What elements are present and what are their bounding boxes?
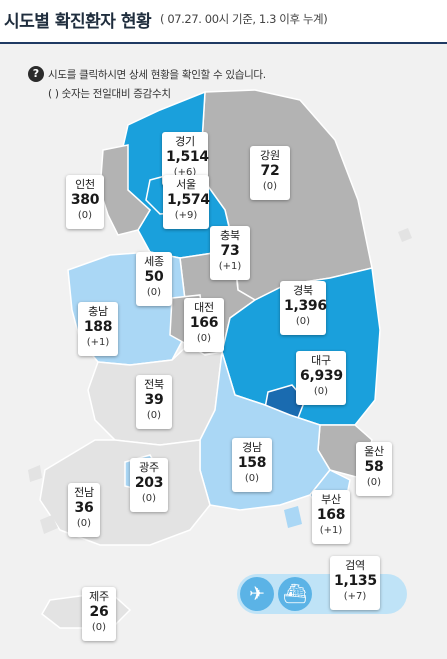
region-card-gyeongnam[interactable]: 경남 158 (0) [232, 438, 272, 492]
region-diff: (+7) [343, 591, 367, 602]
region-name: 세종 [144, 255, 164, 268]
region-count: 1,514 [166, 149, 209, 165]
region-count: 380 [70, 192, 100, 208]
region-diff: (+1) [319, 525, 343, 536]
region-card-sejong[interactable]: 세종 50 (0) [136, 252, 172, 306]
region-count: 26 [89, 604, 109, 620]
region-name: 강원 [260, 149, 280, 162]
region-card-gangwon[interactable]: 강원 72 (0) [250, 146, 290, 200]
region-count: 39 [144, 392, 164, 408]
notice-diff-hint: ( ) 숫자는 전일대비 증감수치 [48, 88, 171, 100]
region-diff: (+1) [86, 337, 110, 348]
region-name: 부산 [321, 493, 341, 506]
region-name: 전북 [144, 378, 164, 391]
region-diff: (+9) [174, 210, 198, 221]
island-west [28, 465, 42, 482]
region-diff: (0) [313, 386, 329, 397]
region-diff: (0) [141, 493, 157, 504]
region-count: 72 [260, 163, 280, 179]
region-diff: (0) [91, 622, 107, 633]
region-name: 충북 [220, 229, 240, 242]
region-card-jeonbuk[interactable]: 전북 39 (0) [136, 375, 172, 429]
region-count: 166 [189, 315, 219, 331]
quarantine-transport-bar: ✈ ⛴ [237, 574, 407, 614]
region-count: 6,939 [300, 368, 343, 384]
region-card-daegu[interactable]: 대구 6,939 (0) [296, 351, 346, 405]
region-name: 대전 [194, 301, 214, 314]
region-card-incheon[interactable]: 인천 380 (0) [66, 175, 104, 229]
region-card-quarantine[interactable]: 검역 1,135 (+7) [330, 556, 380, 610]
region-count: 1,574 [167, 192, 210, 208]
region-card-chungbuk[interactable]: 충북 73 (+1) [210, 226, 250, 280]
region-card-daejeon[interactable]: 대전 166 (0) [184, 298, 224, 352]
region-diff: (0) [196, 333, 212, 344]
region-card-chungnam[interactable]: 충남 188 (+1) [78, 302, 118, 356]
airplane-icon: ✈ [240, 577, 274, 611]
island-southwest [40, 515, 58, 534]
region-count: 1,396 [284, 298, 327, 314]
region-name: 경북 [293, 284, 313, 297]
region-card-seoul[interactable]: 서울 1,574 (+9) [163, 175, 210, 229]
island-ulleung [398, 228, 412, 242]
region-name: 인천 [75, 178, 95, 191]
region-diff: (+1) [218, 261, 242, 272]
ship-icon: ⛴ [278, 577, 312, 611]
region-card-gwangju[interactable]: 광주 203 (0) [130, 458, 168, 512]
region-name: 울산 [364, 445, 384, 458]
region-diff: (0) [366, 477, 382, 488]
region-card-ulsan[interactable]: 울산 58 (0) [356, 442, 392, 496]
region-count: 188 [83, 319, 113, 335]
region-jeonnam[interactable] [39, 439, 211, 546]
island-geoje [284, 506, 302, 528]
region-name: 광주 [139, 461, 159, 474]
region-count: 50 [144, 269, 164, 285]
region-name: 경남 [242, 441, 262, 454]
region-count: 203 [134, 475, 164, 491]
region-name: 충남 [88, 305, 108, 318]
region-card-jeonnam[interactable]: 전남 36 (0) [68, 483, 100, 537]
page-title: 시도별 확진환자 현황 [4, 12, 152, 32]
region-card-busan[interactable]: 부산 168 (+1) [312, 490, 350, 544]
region-name: 대구 [311, 354, 331, 367]
notice-click-hint: 시도를 클릭하시면 상세 현황을 확인할 수 있습니다. [48, 69, 266, 81]
page-header: 시도별 확진환자 현황 ( 07.27. 00시 기준, 1.3 이후 누계) [0, 0, 447, 44]
region-count: 73 [220, 243, 240, 259]
region-count: 158 [237, 455, 267, 471]
region-diff: (+6) [173, 167, 197, 178]
region-card-gyeongbuk[interactable]: 경북 1,396 (0) [280, 281, 327, 335]
region-diff: (0) [146, 287, 162, 298]
region-diff: (0) [146, 410, 162, 421]
region-diff: (0) [244, 473, 260, 484]
region-name: 서울 [176, 178, 196, 191]
question-icon: ? [28, 66, 44, 82]
region-count: 58 [364, 459, 384, 475]
region-card-jeju[interactable]: 제주 26 (0) [82, 587, 116, 641]
region-count: 1,135 [334, 573, 377, 589]
region-diff: (0) [77, 210, 93, 221]
region-count: 168 [316, 507, 346, 523]
region-name: 전남 [74, 486, 94, 499]
region-count: 36 [74, 500, 94, 516]
region-diff: (0) [295, 316, 311, 327]
region-name: 제주 [89, 590, 109, 603]
region-name: 검역 [345, 559, 365, 572]
region-diff: (0) [76, 518, 92, 529]
region-diff: (0) [262, 181, 278, 192]
region-name: 경기 [175, 135, 195, 148]
page-subtitle: ( 07.27. 00시 기준, 1.3 이후 누계) [160, 12, 328, 26]
